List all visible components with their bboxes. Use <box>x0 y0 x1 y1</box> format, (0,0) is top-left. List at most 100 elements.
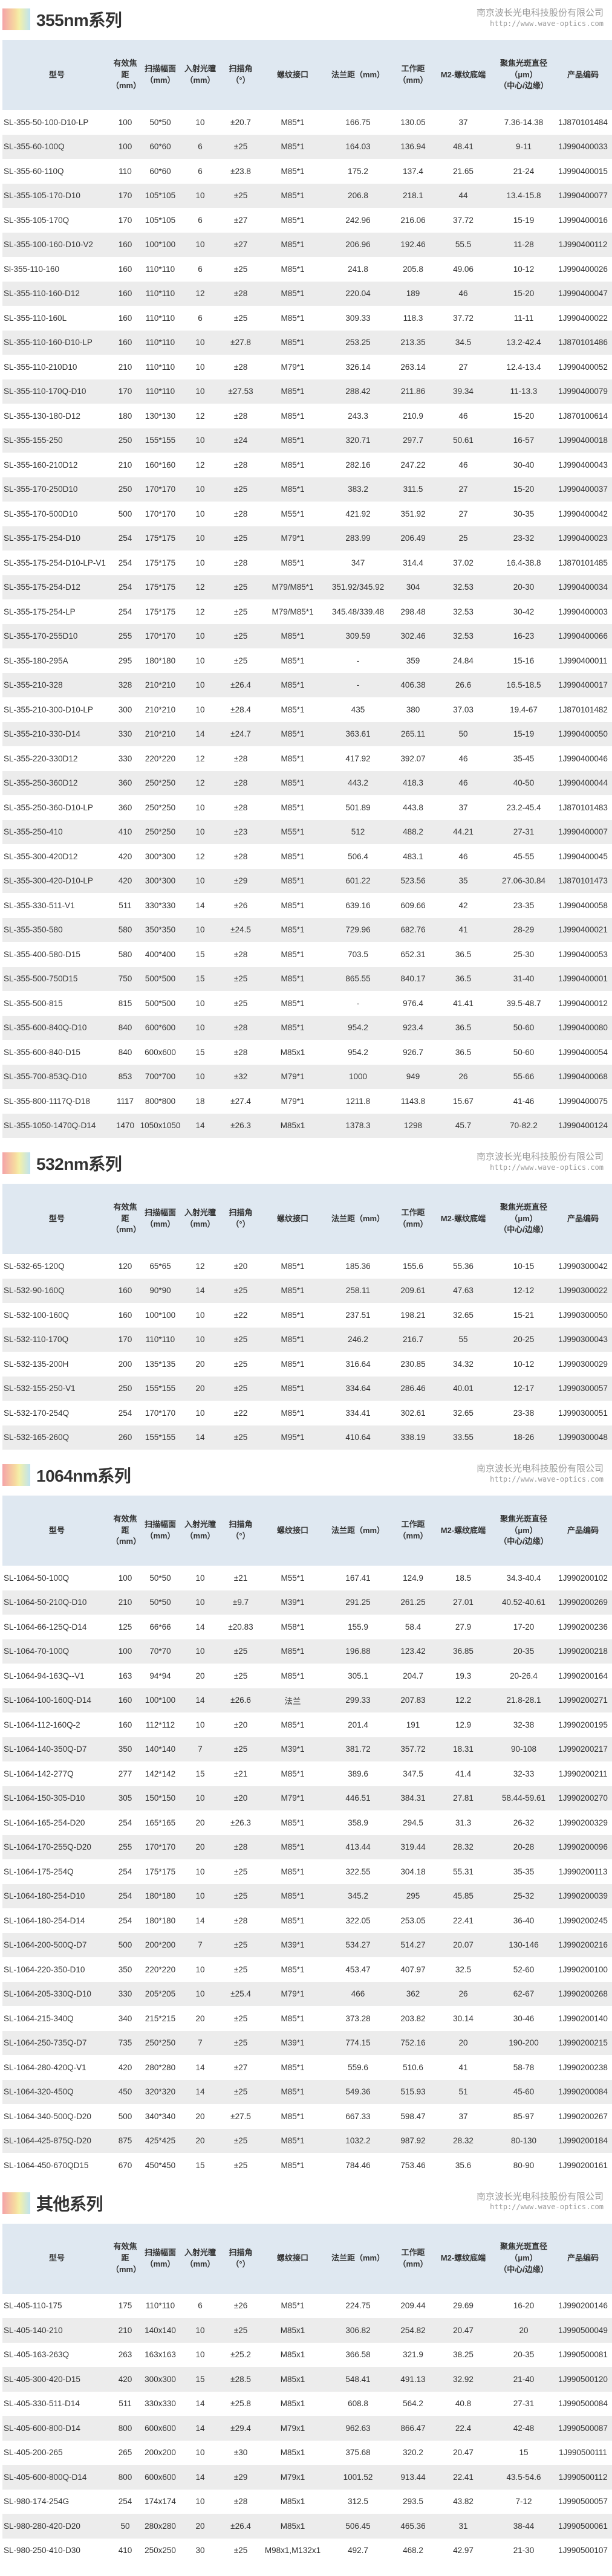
cell-working-distance: 136.94 <box>393 134 433 159</box>
cell-thread-interface: M85*1 <box>281 411 305 421</box>
cell-thread-interface: M85*1 <box>262 1639 323 1664</box>
cell-scan-angle: ±23.8 <box>230 166 251 176</box>
cell-scan-angle: ±30 <box>233 2448 248 2458</box>
cell-working-distance: 380 <box>406 705 420 714</box>
cell-scan-angle: ±28.5 <box>219 2367 262 2392</box>
table-row: SL-1064-50-100Q 100 50*50 10 ±21 M55*1 167.41 1… <box>2 1566 612 1590</box>
cell-m2-thread-bottom: 27.81 <box>433 1786 493 1810</box>
cell-thread-interface: M85*1 <box>281 1818 305 1827</box>
cell-model: SL-355-60-100Q <box>2 134 111 159</box>
cell-scan-field: 170*170 <box>139 624 181 648</box>
cell-m2-thread-bottom: 49.06 <box>453 264 474 274</box>
cell-working-distance: 347.5 <box>403 1769 423 1778</box>
cell-scan-field: 300x300 <box>139 2367 181 2392</box>
cell-flange-distance: 282.16 <box>345 460 371 470</box>
cell-entrance-pupil: 12 <box>195 607 205 616</box>
cell-flange-distance: 322.05 <box>345 1916 371 1925</box>
cell-scan-angle: ±28 <box>233 851 248 861</box>
cell-flange-distance: 421.92 <box>345 509 371 518</box>
cell-product-code: 1J990400033 <box>554 134 612 159</box>
cell-m2-thread-bottom: 26 <box>433 1981 493 2006</box>
cell-flange-distance: 417.92 <box>345 754 371 763</box>
cell-model: SL-532-135-200H <box>4 1359 69 1369</box>
cell-thread-interface: M85*1 <box>281 2160 305 2170</box>
cell-product-code: 1J990500112 <box>554 2465 612 2490</box>
table-row: SL-405-300-420-D15 420 300x300 15 ±28.5 M85x1… <box>2 2367 612 2392</box>
cell-entrance-pupil: 15 <box>181 966 219 991</box>
cell-flange-distance: 347 <box>351 558 365 567</box>
cell-product-code: 1J990200238 <box>558 2062 608 2072</box>
table-row: SL-355-175-254-D10 254 175*175 10 ±25 M79*1 28… <box>2 526 612 550</box>
cell-scan-angle: ±25 <box>233 2013 248 2023</box>
cell-working-distance: 207.83 <box>393 1688 433 1712</box>
cell-thread-interface: M85*1 <box>262 1015 323 1040</box>
cell-working-distance: 491.13 <box>393 2367 433 2392</box>
cell-thread-interface: M79/M85*1 <box>262 575 323 599</box>
cell-model: SL-355-210-300-D10-LP <box>4 705 93 714</box>
cell-entrance-pupil: 10 <box>195 656 205 665</box>
cell-thread-interface: M85*1 <box>281 705 305 714</box>
cell-spot-diameter: 35-45 <box>513 754 535 763</box>
cell-thread-interface: M85*1 <box>281 264 305 274</box>
cell-flange-distance: 201.4 <box>348 1720 368 1729</box>
cell-model: SL-532-90-160Q <box>2 1278 111 1303</box>
cell-scan-angle: ±25 <box>233 2546 248 2555</box>
cell-m2-thread-bottom: 55.31 <box>453 1867 474 1876</box>
cell-entrance-pupil: 10 <box>181 1064 219 1089</box>
cell-scan-field: 100*100 <box>139 1688 181 1712</box>
cell-thread-interface: M79*1 <box>262 1786 323 1810</box>
cell-flange-distance: 322.55 <box>345 1867 371 1876</box>
cell-scan-angle: ±25 <box>219 526 262 550</box>
cell-entrance-pupil: 14 <box>195 2062 205 2072</box>
table-row: SL-1064-94-163Q--V1 163 94*94 20 ±25 M85*1 305… <box>2 1664 612 1688</box>
cell-product-code: 1J870101486 <box>554 330 612 355</box>
cell-entrance-pupil: 10 <box>181 624 219 648</box>
cell-entrance-pupil: 10 <box>195 1573 205 1583</box>
cell-scan-angle: ±28 <box>233 2497 248 2507</box>
cell-thread-interface: M85*1 <box>281 998 305 1008</box>
cell-focal-length: 500 <box>118 2111 132 2121</box>
table-row: SL-1064-100-160Q-D14 160 100*100 14 ±26.6 法兰 2… <box>2 1688 612 1712</box>
cell-scan-field: 205*205 <box>139 1981 181 2006</box>
cell-product-code: 1J990200270 <box>554 1786 612 1810</box>
table-row: SL-355-210-328 328 210*210 10 ±26.4 M85*1-406… <box>2 673 612 697</box>
cell-m2-thread-bottom: 39.34 <box>433 379 493 404</box>
table-row: SL-355-60-110Q 110 60*60 6 ±23.8 M85*1 175.2 13… <box>2 159 612 184</box>
cell-working-distance: 319.44 <box>393 1835 433 1859</box>
cell-focal-length: 330 <box>111 1981 139 2006</box>
cell-scan-field: 110*110 <box>139 1327 181 1352</box>
header-scan-field: 扫描幅面 （mm） <box>139 1496 181 1566</box>
cell-m2-thread-bottom: 55 <box>433 1327 493 1352</box>
cell-spot-diameter: 17-20 <box>513 1622 535 1632</box>
cell-product-code: 1J990400026 <box>558 264 608 274</box>
header-model: 型号 <box>2 2223 111 2294</box>
cell-focal-length: 340 <box>118 2013 132 2023</box>
cell-scan-angle: ±29 <box>219 2465 262 2490</box>
cell-working-distance: 302.46 <box>393 624 433 648</box>
cell-working-distance: 209.61 <box>393 1278 433 1303</box>
cell-spot-diameter: 20-35 <box>513 2350 535 2360</box>
cell-spot-diameter: 30-42 <box>513 607 535 616</box>
cell-entrance-pupil: 14 <box>195 1916 205 1925</box>
cell-product-code: 1J990300057 <box>554 1376 612 1401</box>
cell-focal-length: 254 <box>111 575 139 599</box>
cell-model: SL-1064-180-254-D14 <box>4 1916 85 1925</box>
cell-scan-angle: ±25.4 <box>219 1981 262 2006</box>
cell-entrance-pupil: 10 <box>181 526 219 550</box>
cell-scan-field: 175*175 <box>145 1867 176 1876</box>
cell-product-code: 1J990400016 <box>558 215 608 225</box>
cell-scan-field: 112*112 <box>145 1720 175 1729</box>
cell-spot-diameter: 58.44-59.61 <box>493 1786 554 1810</box>
table-row: SL-1064-165-254-D20 254 165*165 20 ±26.3 M85*… <box>2 1810 612 1835</box>
spec-table: 型号 有效焦距 （mm） 扫描幅面 （mm） 入射光瞳 （mm） 扫描角 （°） 螺纹接口… <box>2 1496 612 2178</box>
cell-product-code: 1J990400054 <box>558 1047 608 1057</box>
cell-product-code: 1J990500120 <box>554 2367 612 2392</box>
cell-scan-field: 215*215 <box>145 2013 176 2023</box>
cell-scan-angle: ±25 <box>219 575 262 599</box>
cell-focal-length: 750 <box>111 966 139 991</box>
cell-focal-length: 210 <box>118 460 132 470</box>
cell-entrance-pupil: 10 <box>181 1884 219 1908</box>
cell-m2-thread-bottom: 27.01 <box>433 1590 493 1615</box>
cell-focal-length: 800 <box>111 2416 139 2441</box>
cell-model: SL-355-600-840Q-D10 <box>2 1015 111 1040</box>
